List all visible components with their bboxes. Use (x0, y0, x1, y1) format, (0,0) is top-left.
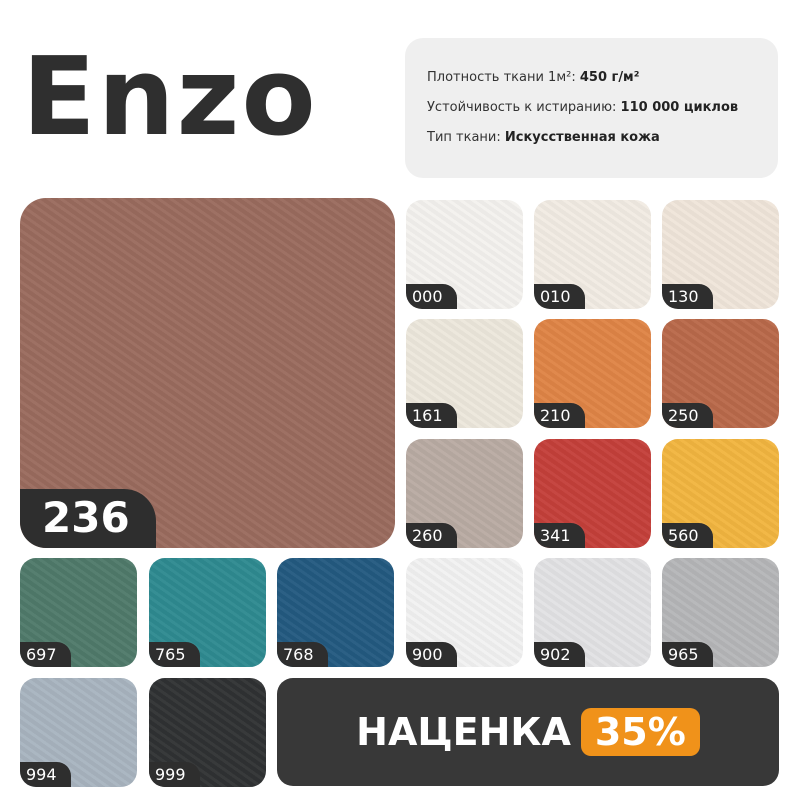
swatch-010[interactable]: 010 (534, 200, 651, 309)
swatch-code: 130 (662, 284, 713, 309)
swatch-code: 765 (149, 642, 200, 667)
swatch-994[interactable]: 994 (20, 678, 137, 787)
swatch-code: 250 (662, 403, 713, 428)
featured-swatch[interactable]: 236 (20, 198, 395, 548)
swatch-code: 161 (406, 403, 457, 428)
swatch-768[interactable]: 768 (277, 558, 394, 667)
swatch-code: 994 (20, 762, 71, 787)
swatch-210[interactable]: 210 (534, 319, 651, 428)
swatch-765[interactable]: 765 (149, 558, 266, 667)
markup-percent: 35% (580, 708, 700, 756)
swatch-999[interactable]: 999 (149, 678, 266, 787)
swatch-code: 902 (534, 642, 585, 667)
swatch-code: 210 (534, 403, 585, 428)
swatch-965[interactable]: 965 (662, 558, 779, 667)
swatch-code: 010 (534, 284, 585, 309)
spec-density: Плотность ткани 1м²: 450 г/м² (427, 70, 639, 85)
markup-banner: НАЦЕНКА 35% (277, 678, 779, 786)
swatch-900[interactable]: 900 (406, 558, 523, 667)
swatch-code: 768 (277, 642, 328, 667)
spec-value: 450 г/м² (579, 70, 640, 85)
swatch-code: 560 (662, 523, 713, 548)
swatch-code: 260 (406, 523, 457, 548)
swatch-697[interactable]: 697 (20, 558, 137, 667)
swatch-code: 900 (406, 642, 457, 667)
swatch-code: 341 (534, 523, 585, 548)
spec-value: 110 000 циклов (620, 100, 739, 115)
product-title: Enzo (22, 35, 318, 160)
swatch-code: 697 (20, 642, 71, 667)
swatch-260[interactable]: 260 (406, 439, 523, 548)
swatch-code: 999 (149, 762, 200, 787)
spec-label: Тип ткани: (427, 130, 505, 145)
specs-card: Плотность ткани 1м²: 450 г/м² Устойчивос… (405, 38, 778, 178)
spec-value: Искусственная кожа (504, 130, 660, 145)
markup-label: НАЦЕНКА (356, 710, 571, 754)
swatch-902[interactable]: 902 (534, 558, 651, 667)
spec-label: Устойчивость к истиранию: (427, 100, 621, 115)
swatch-161[interactable]: 161 (406, 319, 523, 428)
spec-label: Плотность ткани 1м²: (427, 70, 580, 85)
swatch-341[interactable]: 341 (534, 439, 651, 548)
spec-abrasion: Устойчивость к истиранию: 110 000 циклов (427, 100, 738, 115)
swatch-code: 965 (662, 642, 713, 667)
swatch-code: 236 (20, 489, 156, 548)
swatch-250[interactable]: 250 (662, 319, 779, 428)
swatch-000[interactable]: 000 (406, 200, 523, 309)
swatch-code: 000 (406, 284, 457, 309)
swatch-130[interactable]: 130 (662, 200, 779, 309)
spec-type: Тип ткани: Искусственная кожа (427, 130, 660, 145)
swatch-560[interactable]: 560 (662, 439, 779, 548)
